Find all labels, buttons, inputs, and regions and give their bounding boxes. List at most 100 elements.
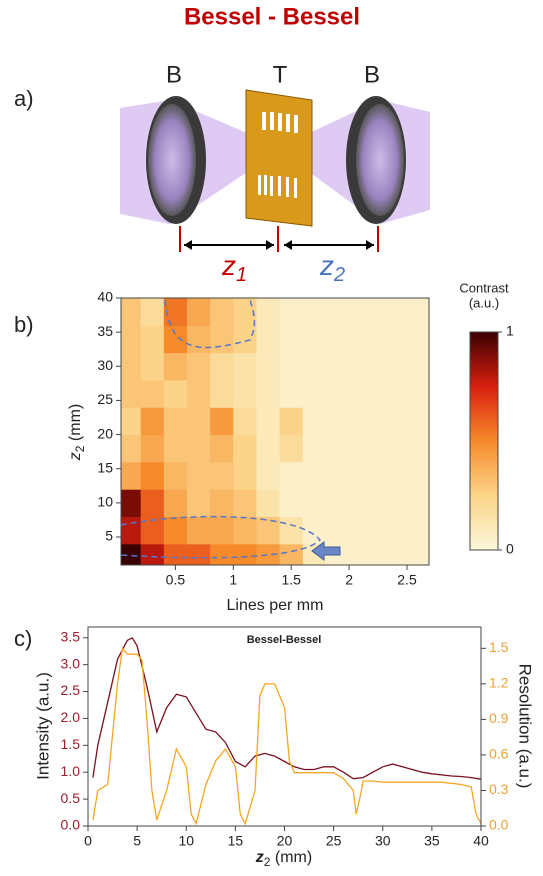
x-tick-label: 1.5 — [281, 572, 301, 588]
y-tick-label: 5 — [105, 528, 113, 544]
label-part: 1 — [236, 264, 247, 286]
label-part: z — [319, 250, 334, 281]
y-tick-label: 3.0 — [61, 655, 81, 671]
heatmap-cell — [279, 461, 304, 490]
heatmap-cell — [302, 489, 327, 518]
heatmap-cell — [302, 298, 327, 326]
heatmap-cell — [325, 298, 350, 326]
figure-title: Bessel - Bessel — [184, 3, 360, 30]
heatmap-cell — [279, 543, 304, 566]
heatmap-cell — [233, 489, 257, 518]
heatmap-cell — [325, 434, 350, 463]
x-tick-label: 2 — [345, 572, 353, 588]
x-tick-label: 25 — [326, 833, 342, 849]
heatmap-cell — [349, 489, 430, 518]
heatmap-cell — [256, 461, 281, 490]
lens — [148, 104, 196, 216]
plot-frame — [120, 297, 430, 566]
y-tick-label: 1.5 — [61, 736, 81, 752]
heatmap-cell — [140, 516, 165, 545]
lens-label: B — [364, 61, 380, 88]
heatmap-cell — [325, 407, 350, 436]
heatmap-cell — [256, 379, 281, 408]
heatmap-cell — [302, 352, 327, 381]
heatmap-cell — [349, 298, 430, 326]
heatmap-cell — [256, 325, 281, 354]
heatmap-cell — [163, 543, 188, 566]
heatmap-cell — [233, 325, 257, 354]
heatmap-cell — [279, 352, 304, 381]
heatmap-cell — [210, 298, 234, 326]
y2-tick-label: 0.0 — [489, 817, 509, 833]
colorbar-title: (a.u.) — [469, 295, 499, 310]
heatmap-cell — [279, 298, 304, 326]
colorbar-tick-label: 1 — [506, 323, 514, 339]
panel-label: b) — [14, 312, 34, 337]
heatmap-cell — [121, 434, 142, 463]
heatmap-cell — [233, 461, 257, 490]
y-tick-label: 1.0 — [61, 763, 81, 779]
y-tick-label: 30 — [97, 357, 113, 373]
heatmap-cell — [210, 379, 234, 408]
heatmap-cell — [325, 379, 350, 408]
axis-label: z2 (mm) — [255, 849, 312, 869]
y-tick-label: 25 — [97, 391, 113, 407]
heatmap-cell — [279, 379, 304, 408]
heatmap-cell — [279, 489, 304, 518]
y-tick-label: 0.0 — [61, 817, 81, 833]
heatmap-cell — [349, 434, 430, 463]
label-part: (mm) — [67, 404, 84, 446]
heatmap-cell — [210, 516, 234, 545]
target-label: T — [273, 61, 288, 88]
heatmap-cell — [140, 489, 165, 518]
heatmap-cell — [210, 325, 234, 354]
heatmap-cell — [210, 489, 234, 518]
heatmap-cell — [187, 516, 211, 545]
heatmap-cell — [163, 298, 188, 326]
heatmap-cell — [187, 461, 211, 490]
heatmap-cell — [163, 379, 188, 408]
heatmap-cell — [233, 434, 257, 463]
heatmap-cell — [163, 325, 188, 354]
arrow — [311, 541, 341, 561]
heatmap-cell — [302, 407, 327, 436]
x-axis-label: Lines per mm — [227, 597, 324, 614]
colorbar — [469, 331, 499, 551]
heatmap-cell — [210, 543, 234, 566]
heatmap-cell — [302, 461, 327, 490]
heatmap-cell — [163, 489, 188, 518]
y-tick-label: 3.5 — [61, 628, 81, 644]
x-tick-label: 10 — [178, 833, 194, 849]
label-part: z — [67, 452, 84, 461]
panel-a: a) B T B z1 z2 — [14, 61, 430, 286]
label-part: 2 — [264, 855, 271, 869]
y-tick-label: 0.5 — [61, 790, 81, 806]
heatmap-cell — [302, 325, 327, 354]
y-tick-label: 20 — [97, 425, 113, 441]
y-tick-label: 2.0 — [61, 709, 81, 725]
heatmap-cell — [256, 434, 281, 463]
heatmap-cell — [163, 434, 188, 463]
x-tick-label: 35 — [424, 833, 440, 849]
x-tick-label: 2.5 — [397, 572, 417, 588]
x-tick-label: 15 — [228, 833, 244, 849]
heatmap-cell — [302, 516, 327, 545]
y-tick-label: 15 — [97, 459, 113, 475]
heatmap-cell — [140, 407, 165, 436]
heatmap-cell — [349, 352, 430, 381]
y2-axis-label: Resolution (a.u.) — [516, 664, 535, 789]
heatmap-cell — [187, 434, 211, 463]
heatmap-cell — [302, 379, 327, 408]
heatmap-cell — [302, 434, 327, 463]
heatmap-cell — [210, 461, 234, 490]
heatmap-cell — [121, 407, 142, 436]
heatmap-cell — [349, 325, 430, 354]
heatmap-cell — [256, 407, 281, 436]
panel-label: a) — [14, 86, 34, 111]
x-tick-label: 20 — [277, 833, 293, 849]
heatmap-cell — [121, 352, 142, 381]
series-line — [92, 646, 482, 826]
heatmap-cell — [140, 298, 165, 326]
